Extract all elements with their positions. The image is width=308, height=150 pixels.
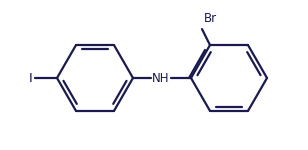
Text: Br: Br — [204, 12, 217, 25]
Text: I: I — [29, 72, 33, 84]
Text: NH: NH — [152, 72, 170, 84]
